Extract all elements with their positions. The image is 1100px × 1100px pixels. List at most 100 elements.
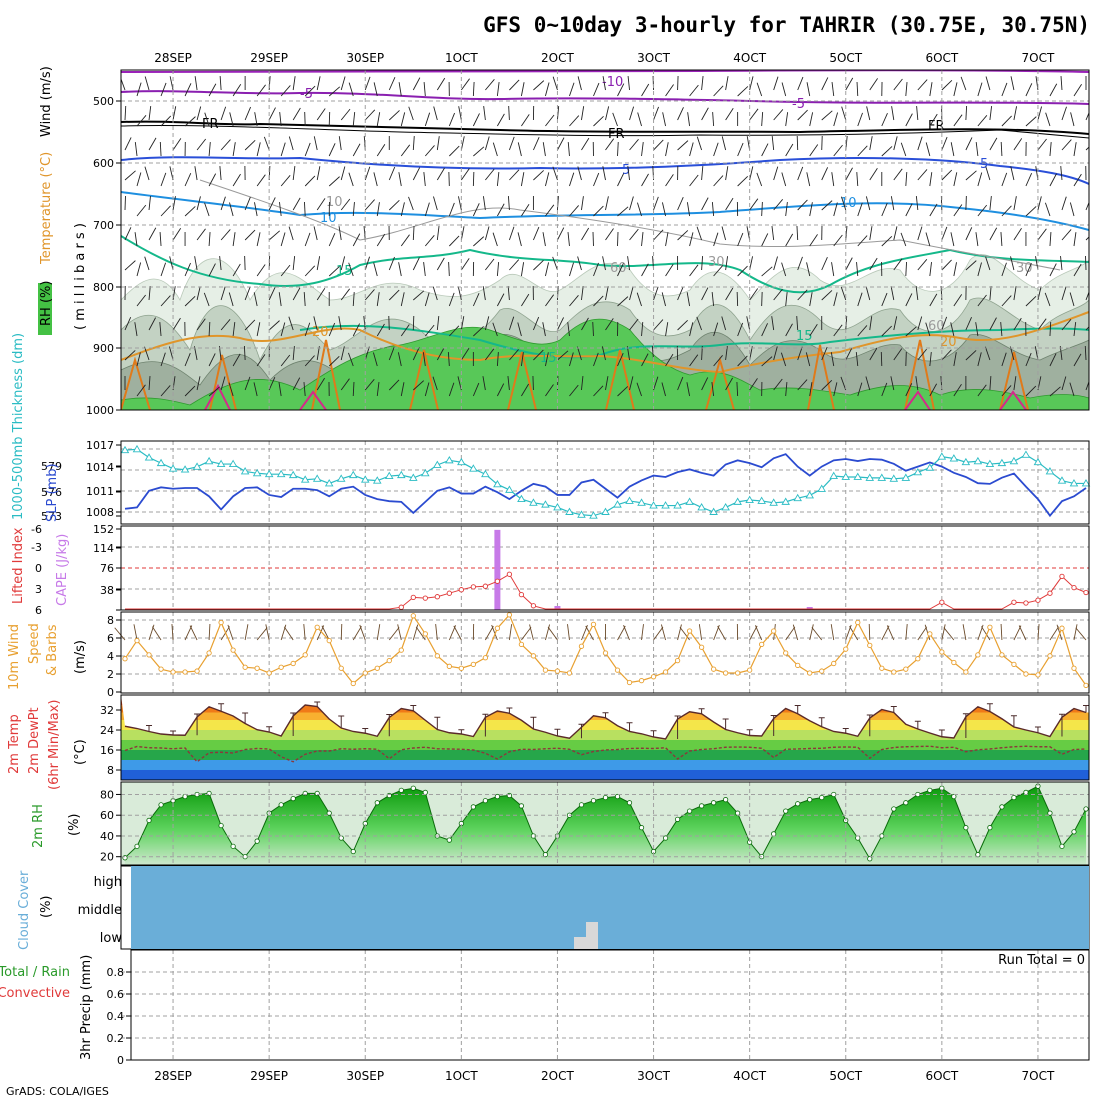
wind-barb [134, 232, 138, 247]
wind-barb [881, 235, 893, 247]
wind-barb [280, 232, 286, 247]
wind-barb [220, 286, 226, 301]
wind-barb [953, 262, 957, 277]
wind-barb [917, 79, 928, 91]
wind-barb-10m [412, 624, 419, 641]
wind-barb [977, 204, 988, 217]
wind-barb [517, 322, 522, 337]
wind-speed-point [218, 619, 224, 626]
wind-barb [711, 292, 715, 307]
wind-barb [593, 385, 604, 397]
wind-barb [473, 146, 485, 157]
wind-barb [340, 256, 346, 271]
thickness-point [541, 500, 550, 508]
thickness-point [433, 460, 442, 468]
wind-speed-point [999, 652, 1005, 658]
wind-barb [1060, 166, 1063, 181]
thickness-point [673, 501, 682, 509]
thickness-point [252, 468, 262, 477]
wind-barb [725, 377, 734, 391]
wind-barb [785, 323, 793, 337]
contour-5 [121, 156, 1089, 185]
wind-barb [737, 175, 749, 187]
date-label-top: 29SEP [250, 51, 288, 65]
thickness-point [1045, 467, 1055, 475]
wind-barb [458, 106, 462, 121]
thickness-point [156, 458, 166, 467]
wind-barb [953, 294, 963, 307]
wind-barb [941, 259, 952, 271]
wind-barb [473, 236, 485, 247]
wind-barb [313, 226, 318, 241]
wind-barb [653, 376, 659, 391]
wind-barb [869, 257, 878, 271]
wind-barb [1037, 138, 1047, 151]
wind-barb-10m [1013, 625, 1022, 641]
wind-barb [1025, 295, 1037, 307]
rh-point [146, 817, 152, 823]
wind-barb [773, 109, 784, 121]
wind-barb [893, 316, 898, 331]
wind-barb [569, 115, 580, 127]
wind-barb [721, 226, 727, 241]
contour-label-15b: 15 [540, 351, 557, 366]
wind-barb [746, 316, 751, 331]
wind-barb [941, 79, 953, 91]
wind-barb [408, 196, 414, 211]
wind-barb [220, 106, 227, 121]
wind-barb [169, 166, 174, 181]
rh-point [771, 831, 777, 837]
wind-barb [1025, 83, 1033, 97]
wind-barb-10m [617, 625, 626, 641]
wind-speed-point [698, 644, 705, 650]
wind-barb [749, 166, 754, 181]
wind-barb [172, 196, 176, 211]
thickness-point [336, 474, 346, 482]
wind-speed-point [1011, 661, 1017, 668]
date-label-bottom: 29SEP [250, 1069, 288, 1083]
contour-label-10b: 10 [840, 196, 857, 211]
wind-barb [713, 354, 723, 367]
wind-barb [542, 232, 546, 247]
wind-barb [376, 323, 385, 337]
lifted-index-point [1011, 599, 1017, 605]
lifted-index-point [422, 595, 428, 601]
date-label-bottom: 7OCT [1022, 1069, 1055, 1083]
wind-barb [552, 166, 558, 181]
wind-barb [1061, 318, 1072, 331]
wind-speed-point [386, 657, 392, 664]
wind-barb [737, 86, 749, 97]
wind-barb [821, 290, 833, 301]
wind-barb [449, 235, 460, 247]
wind-barb [1069, 292, 1075, 307]
precip-tick-label: 0.2 [107, 1032, 125, 1045]
wind-barb [665, 232, 669, 247]
wind-speed-point [879, 665, 885, 671]
wind-speed-point [638, 677, 645, 684]
wind-barb [485, 258, 495, 271]
wind-barb [508, 136, 515, 151]
wind-barb [400, 144, 411, 157]
wind-speed-point [614, 667, 621, 673]
wind-barb [448, 382, 455, 397]
wind-barb [773, 378, 783, 391]
rh-point [506, 792, 512, 799]
thickness-point [733, 497, 742, 505]
wind-barb [737, 232, 744, 247]
thickness-point [312, 474, 322, 482]
wind-barb [605, 376, 609, 391]
thickness-point [481, 469, 490, 478]
wind-barb [160, 115, 172, 127]
wind-barb [696, 226, 703, 241]
wind-barb [985, 166, 991, 181]
wind-barb [196, 106, 202, 121]
wind-barb [542, 142, 546, 157]
wind-barb [797, 379, 808, 391]
wind-barb [388, 166, 396, 181]
wind-barb [253, 292, 258, 307]
wind-barb [124, 317, 132, 331]
wind-barb [424, 324, 435, 337]
thickness-point [685, 497, 694, 505]
wind-barb [436, 226, 440, 241]
wind-barb [219, 166, 222, 181]
